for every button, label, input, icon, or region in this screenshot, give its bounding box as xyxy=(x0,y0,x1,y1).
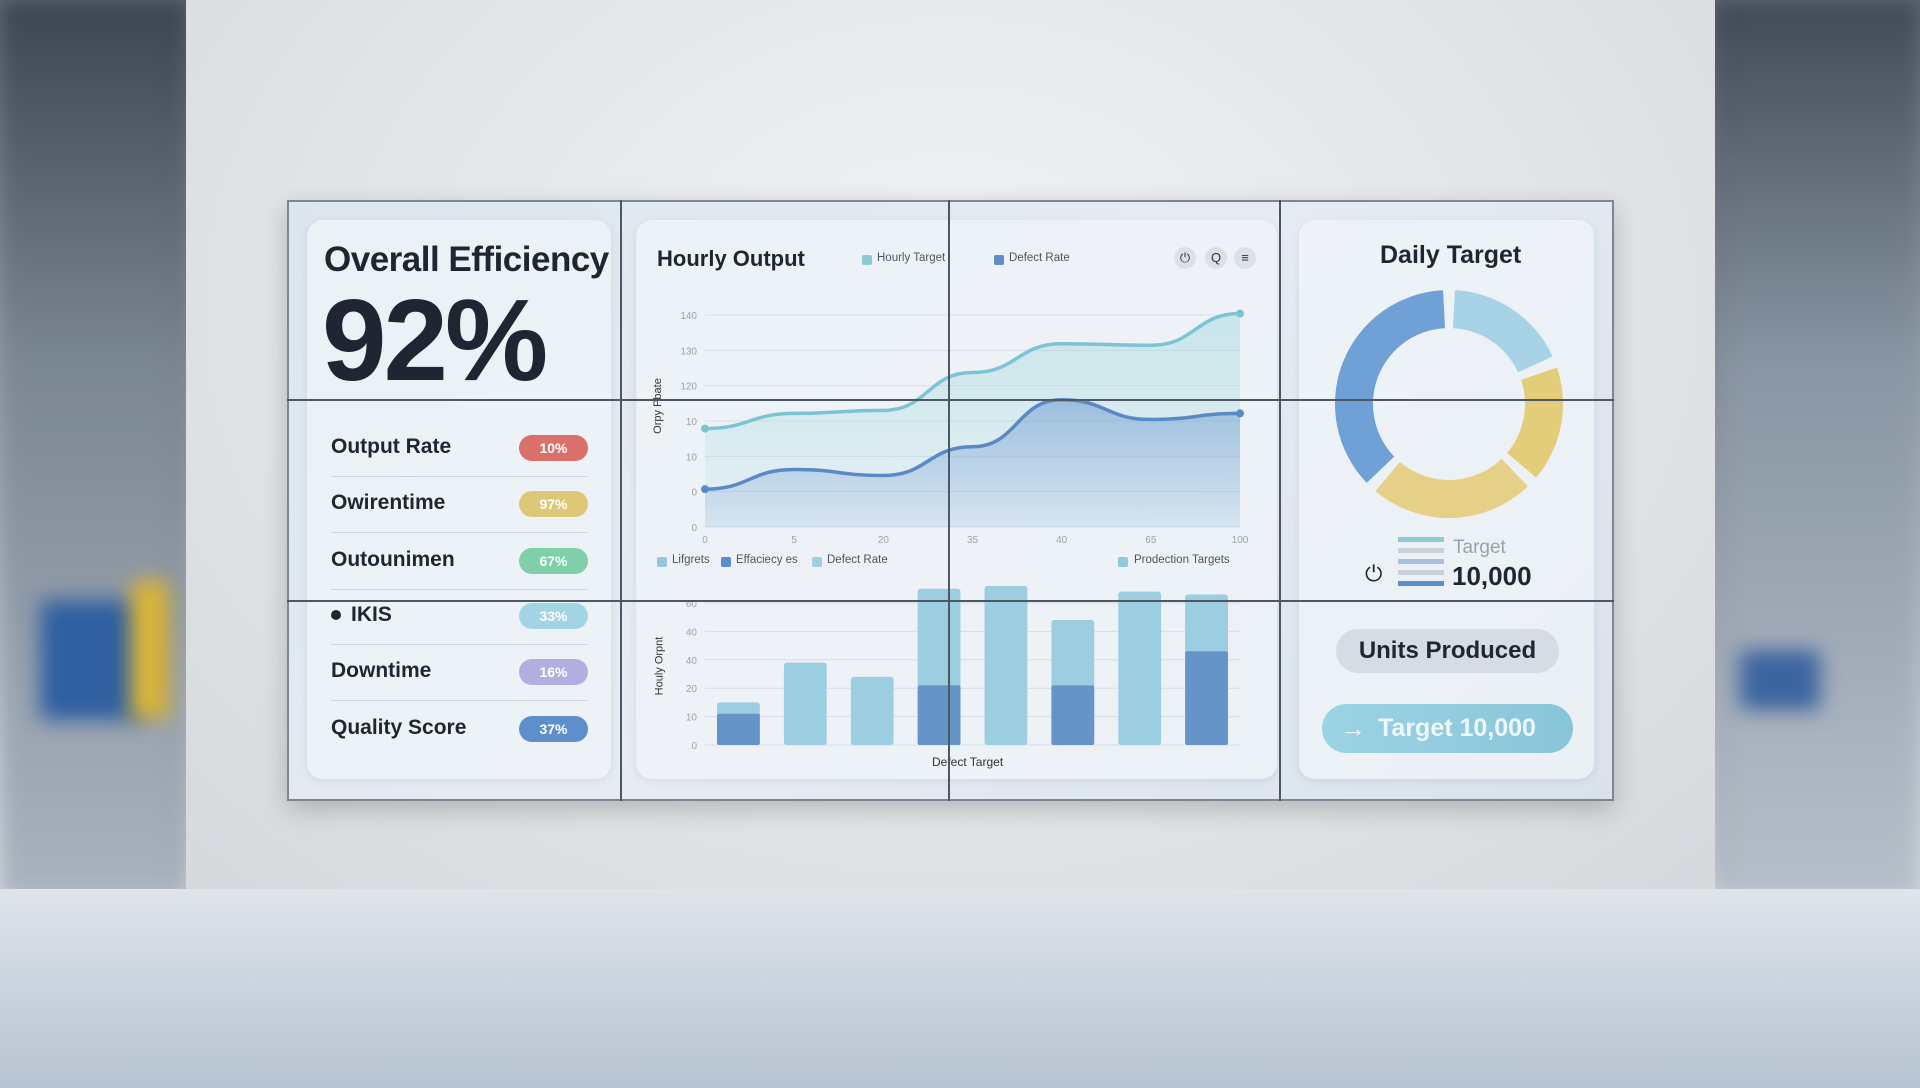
y-tick-label: 120 xyxy=(680,382,697,393)
y-tick-label: 10 xyxy=(686,713,698,724)
target-button[interactable]: → Target 10,000 xyxy=(1322,704,1573,753)
power-icon: ⏻ xyxy=(1365,561,1383,586)
metric-label: Output Rate xyxy=(331,435,452,458)
search-icon[interactable]: Q xyxy=(1205,247,1227,269)
x-tick-label: 40 xyxy=(1056,535,1068,546)
bezel-vertical xyxy=(1279,200,1281,801)
metric-badge: 16% xyxy=(519,659,588,685)
arrow-right-icon: → xyxy=(1340,713,1366,743)
bar-defect xyxy=(1185,651,1228,745)
daily-target-title: Daily Target xyxy=(1380,241,1522,269)
target-label: Target xyxy=(1453,537,1506,558)
legend-efficiency: Effaciecy es xyxy=(736,554,798,566)
efficiency-value: 92% xyxy=(322,275,548,405)
hourly-output-title: Hourly Output xyxy=(657,246,805,271)
y-tick-label: 10 xyxy=(686,417,698,428)
series-area xyxy=(705,399,1240,527)
bezel-horizontal xyxy=(287,399,1614,401)
bar-total xyxy=(984,585,1028,745)
bezel-vertical xyxy=(948,200,950,801)
target-button-label: Target 10,000 xyxy=(1378,714,1536,742)
legend-swatch xyxy=(812,557,822,567)
bar-defect xyxy=(717,713,760,745)
target-value: 10,000 xyxy=(1452,561,1532,591)
y-tick-label: 60 xyxy=(686,599,698,610)
bar-defect xyxy=(1051,685,1095,745)
floor xyxy=(0,889,1920,1088)
metric-badge: 10% xyxy=(519,435,588,461)
bar-defect xyxy=(917,685,961,745)
bezel-horizontal xyxy=(287,600,1614,602)
data-point xyxy=(701,424,709,433)
donut-segment xyxy=(1335,290,1446,483)
legend-swatch xyxy=(657,557,667,567)
data-point xyxy=(701,485,709,494)
legend-production-targets: Prodection Targets xyxy=(1134,554,1230,566)
metric-badge: 33% xyxy=(519,603,588,629)
bullet-icon xyxy=(331,610,341,621)
x-tick-label: 0 xyxy=(702,535,708,546)
metric-label-text: IKIS xyxy=(351,603,392,626)
legend-lifgrets: Lifgrets xyxy=(672,554,710,566)
metric-label: Owirentime xyxy=(331,491,446,514)
divider xyxy=(331,644,588,645)
y-tick-label: 10 xyxy=(686,452,698,463)
y-tick-label: 40 xyxy=(686,627,698,638)
y-tick-label: 40 xyxy=(686,656,698,667)
metric-label: Quality Score xyxy=(331,716,467,739)
legend-hourly-target: Hourly Target xyxy=(877,252,946,264)
x-tick-label: 35 xyxy=(967,535,979,546)
divider xyxy=(331,476,588,477)
series-line-hourly-target xyxy=(704,311,1241,431)
legend-swatch xyxy=(1118,557,1128,567)
y-tick-label: 140 xyxy=(680,311,697,322)
power-icon[interactable]: ⏻ xyxy=(1174,247,1196,269)
y-tick-label: 20 xyxy=(686,684,698,695)
y-tick-label: 0 xyxy=(691,741,697,752)
metric-label: Downtime xyxy=(331,659,432,682)
divider xyxy=(331,532,588,533)
units-produced-label: Units Produced xyxy=(1358,637,1537,664)
data-point xyxy=(1236,409,1244,418)
bar-total xyxy=(783,662,827,745)
y-tick-label: 130 xyxy=(680,346,697,357)
x-tick-label: 100 xyxy=(1232,535,1249,546)
legend-swatch xyxy=(994,255,1004,265)
divider xyxy=(331,700,588,701)
donut-segment xyxy=(1507,367,1563,478)
x-tick-label: 5 xyxy=(791,535,797,546)
legend-defect-rate: Defect Rate xyxy=(1009,252,1070,264)
metric-badge: 97% xyxy=(519,491,588,517)
divider xyxy=(331,589,588,590)
bar-total xyxy=(850,676,894,745)
y-tick-label: 0 xyxy=(691,523,697,534)
x-tick-label: 65 xyxy=(1145,535,1157,546)
legend-swatch xyxy=(721,557,731,567)
bar-total xyxy=(1118,591,1162,745)
x-tick-label: 20 xyxy=(878,535,890,546)
data-point xyxy=(1236,309,1244,318)
menu-icon[interactable]: ≡ xyxy=(1234,247,1256,269)
series-line-defect-rate xyxy=(704,398,1241,491)
legend-defect-rate-2: Defect Rate xyxy=(827,554,888,566)
target-lines-icon xyxy=(1398,537,1444,586)
metric-badge: 37% xyxy=(519,716,588,742)
donut-segment xyxy=(1452,290,1553,373)
metric-label: Outounimen xyxy=(331,548,455,571)
legend-swatch xyxy=(862,255,872,265)
efficiency-title: Overall Efficiency xyxy=(324,240,609,279)
units-produced-pill[interactable]: Units Produced xyxy=(1336,629,1559,673)
metric-label: IKIS xyxy=(331,603,392,627)
bezel-vertical xyxy=(620,200,622,801)
donut-segment xyxy=(1375,458,1528,518)
y-tick-label: 0 xyxy=(691,488,697,499)
metric-badge: 67% xyxy=(519,548,588,574)
